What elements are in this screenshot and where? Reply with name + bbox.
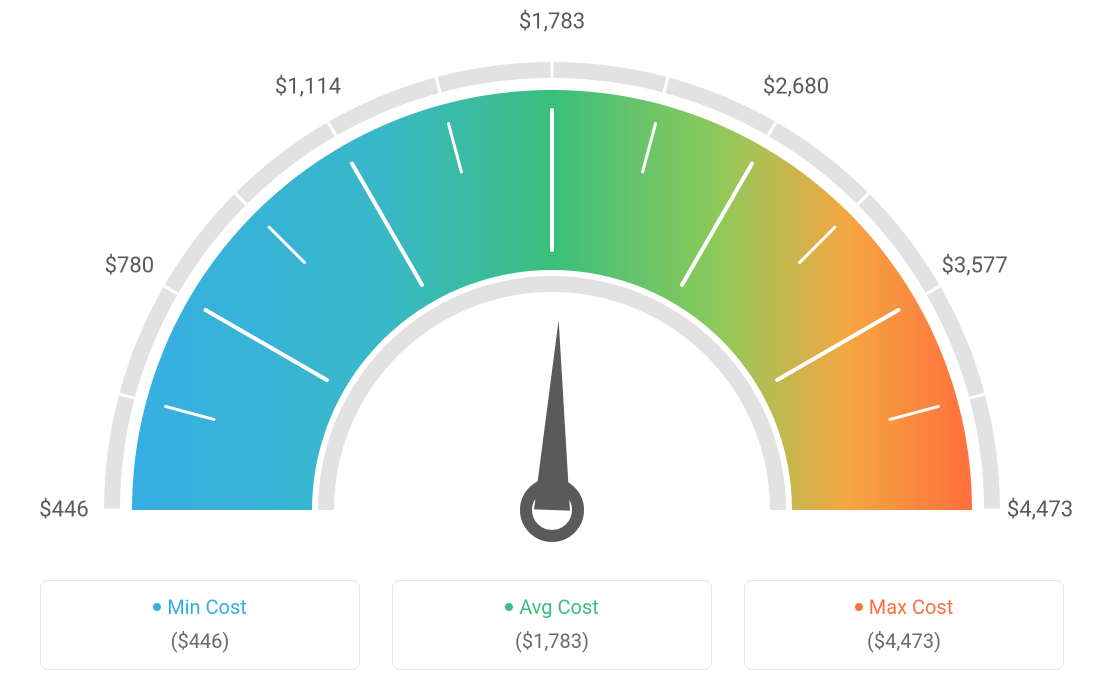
legend-card-max: Max Cost ($4,473) — [744, 580, 1064, 670]
gauge-tick-label: $3,577 — [942, 254, 1008, 279]
legend-row: Min Cost ($446) Avg Cost ($1,783) Max Cost ($… — [0, 580, 1104, 670]
gauge-tick-label: $1,783 — [519, 10, 585, 35]
legend-title: Max Cost — [745, 595, 1063, 619]
legend-dot-icon — [855, 603, 863, 611]
legend-title: Min Cost — [41, 595, 359, 619]
legend-title-text: Avg Cost — [519, 595, 599, 619]
legend-title-text: Min Cost — [167, 595, 247, 619]
gauge-tick-label: $4,473 — [1007, 498, 1073, 523]
legend-card-min: Min Cost ($446) — [40, 580, 360, 670]
legend-card-avg: Avg Cost ($1,783) — [392, 580, 712, 670]
gauge-tick-label: $780 — [105, 254, 154, 279]
gauge-tick-label: $1,114 — [275, 75, 341, 100]
legend-dot-icon — [505, 603, 513, 611]
legend-value: ($4,473) — [745, 629, 1063, 653]
legend-title: Avg Cost — [393, 595, 711, 619]
cost-gauge: $446 $780 $1,114 $1,783 $2,680 $3,577 $4,473 — [0, 0, 1104, 560]
legend-title-text: Max Cost — [869, 595, 954, 619]
gauge-svg — [0, 0, 1104, 560]
legend-value: ($1,783) — [393, 629, 711, 653]
gauge-tick-label: $446 — [39, 498, 88, 523]
legend-dot-icon — [153, 603, 161, 611]
gauge-tick-label: $2,680 — [763, 75, 829, 100]
legend-value: ($446) — [41, 629, 359, 653]
